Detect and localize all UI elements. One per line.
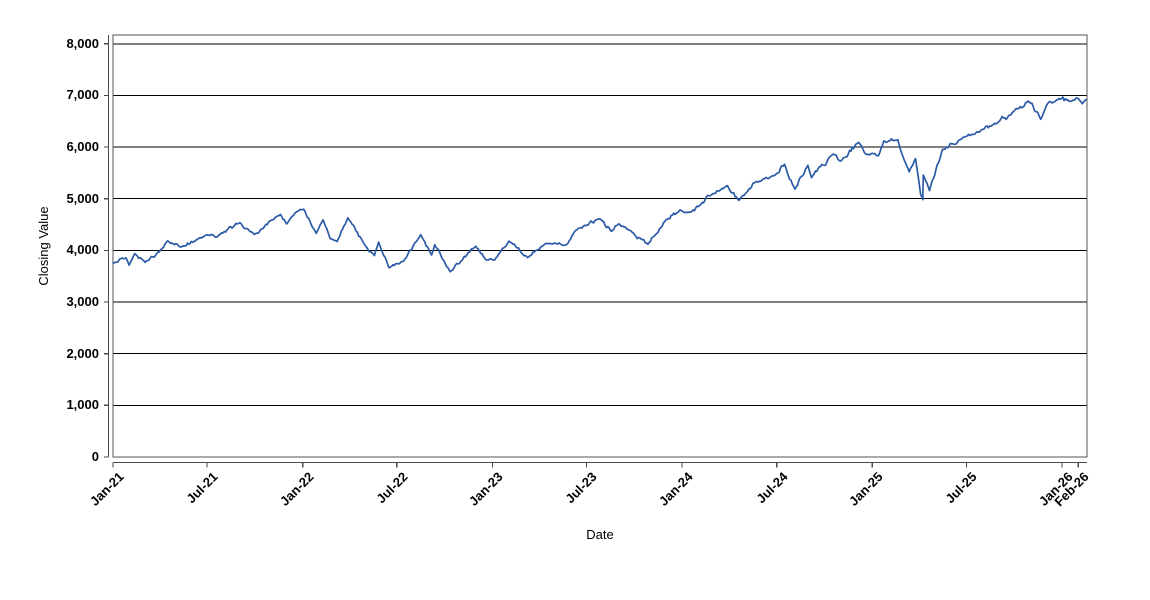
y-tick-label: 3,000 [66, 294, 99, 310]
y-tick-label: 6,000 [66, 139, 99, 155]
x-axis-title: Date [586, 527, 614, 542]
plot-border [112, 34, 1088, 458]
y-tick-label: 7,000 [66, 87, 99, 103]
y-tick-label: 8,000 [66, 35, 99, 51]
y-tick-label: 1,000 [66, 397, 99, 413]
axes [104, 35, 1087, 468]
y-tick-label: 5,000 [66, 190, 99, 206]
closing-value-line [112, 96, 1087, 273]
y-tick-label: 0 [91, 449, 99, 464]
gridlines [113, 43, 1087, 458]
y-tick-label: 4,000 [66, 242, 99, 258]
y-tick-label: 2,000 [66, 345, 99, 361]
